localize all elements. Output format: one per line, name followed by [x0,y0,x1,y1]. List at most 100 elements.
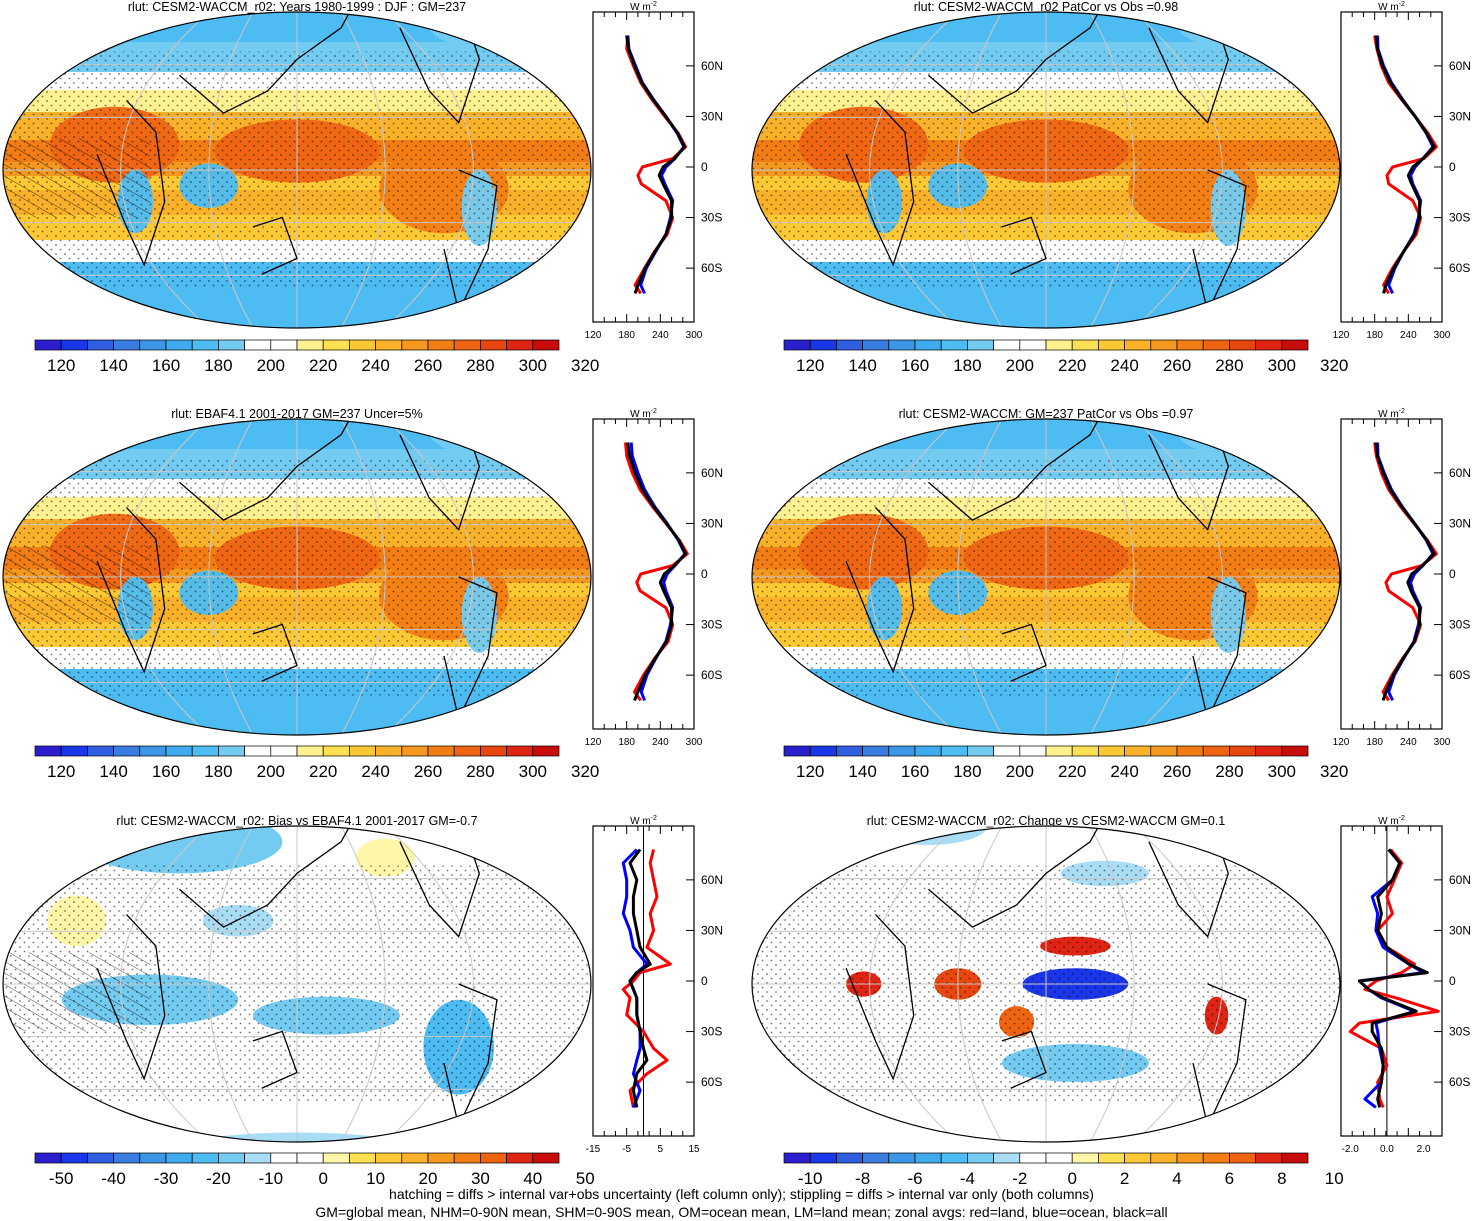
zonal-line-all [626,442,688,701]
zonal-line-all [628,848,652,1108]
zonal-lat-label: 30N [1449,109,1471,123]
colorbar-box [296,339,324,351]
zonal-lat-label: 30N [701,109,723,123]
colorbar-box [532,745,560,757]
colorbar-box [783,339,811,351]
zonal-xtick-label: 240 [652,737,669,748]
zonal-lat-label: 60S [1449,261,1470,275]
colorbar-box [532,1152,560,1164]
colorbar-box [191,1152,219,1164]
zonal-lat-label: 30N [1449,516,1471,530]
colorbar-box [783,745,811,757]
colorbar-box [480,1152,507,1164]
colorbar-tick-label: 160 [152,762,180,781]
zonal-lat-label: 0 [701,974,708,988]
colorbar-tick-label: -30 [154,1169,179,1188]
colorbar-tick-label: 260 [1163,356,1191,375]
colorbar-box [349,1152,376,1164]
coastlines [845,826,1247,1129]
colorbar-box [322,339,350,351]
colorbar-tick-label: 280 [1215,356,1243,375]
colorbar-box [270,1152,298,1164]
colorbar-box [862,339,890,351]
colorbar-box [375,339,403,351]
zonal-lat-label: 60S [701,1075,722,1089]
colorbar-tick-label: 50 [576,1169,595,1188]
zonal-mean-plot: W m-2 60N 30N 0 30S 60S 120 180 240 300 [585,408,723,748]
colorbar-tick-label: 140 [848,356,876,375]
map-frame [2,418,592,736]
colorbar-box [34,1152,62,1164]
colorbar-box [1071,1152,1099,1164]
colorbar-box [1229,1152,1256,1164]
colorbar-box [401,745,429,757]
panel-4: rlut: CESM2-WACCM: GM=237 PatCor vs Obs … [751,407,1471,781]
zonal-unit-label: W m-2 [1378,1,1405,13]
colorbar-box [836,339,863,351]
colorbar-tick-label: 320 [1320,356,1348,375]
colorbar-tick-label: 0 [318,1169,327,1188]
colorbar-box [401,339,429,351]
zonal-lat-label: 60S [1449,1075,1470,1089]
zonal-mean-plot: W m-2 60N 30N 0 30S 60S -15 -5 5 15 [586,815,723,1155]
colorbar-box [967,339,994,351]
colorbar-box [940,1152,968,1164]
colorbar-box [1019,1152,1047,1164]
colorbar-tick-label: 260 [1163,762,1191,781]
zonal-unit-label: W m-2 [1378,408,1405,420]
hatching [3,545,150,625]
colorbar-box [1150,745,1178,757]
colorbar-box [1281,339,1309,351]
colorbar-tick-label: 8 [1277,1169,1286,1188]
colorbar-box [375,1152,403,1164]
colorbar-tick-label: -2 [1012,1169,1027,1188]
colorbar-tick-label: 180 [953,356,981,375]
colorbar-box [113,1152,141,1164]
zonal-frame [1340,825,1443,1137]
colorbar-box [113,745,141,757]
colorbar-box [1176,1152,1204,1164]
zonal-xtick-label: 300 [1434,737,1451,748]
colorbar-tick-label: 320 [1320,762,1348,781]
zonal-lat-label: 30N [701,923,723,937]
panel-3: rlut: EBAF4.1 2001-2017 GM=237 Uncer=5% 1… [2,407,723,781]
colorbar-box [87,339,114,351]
colorbar-box [809,1152,837,1164]
zonal-xtick-label: 120 [585,737,602,748]
colorbar-tick-label: -10 [259,1169,284,1188]
colorbar-box [244,745,272,757]
zonal-xtick-label: 300 [1434,330,1451,341]
zonal-unit-label: W m-2 [1378,815,1405,827]
graticule [3,826,591,1142]
colorbar-tick-label: 40 [523,1169,542,1188]
zonal-xtick-label: 240 [652,330,669,341]
colorbar-box [993,1152,1021,1164]
colorbar-box [888,745,916,757]
panel-2: rlut: CESM2-WACCM_r02 PatCor vs Obs =0.9… [751,0,1471,375]
colorbar-tick-label: 180 [204,762,232,781]
zonal-xtick-label: 2.0 [1417,1144,1431,1155]
graticule [752,826,1340,1142]
graticule [3,419,591,735]
colorbar-tick-label: 20 [419,1169,438,1188]
zonal-lat-label: 60S [701,261,722,275]
zonal-lat-label: 30S [1449,211,1470,225]
colorbar-tick-label: 160 [901,762,929,781]
colorbar-box [940,339,968,351]
colorbar-tick-label: 10 [366,1169,385,1188]
colorbar: -50 -40 -30 -20 -10 0 10 20 30 40 50 [34,1152,595,1188]
colorbar-box [1124,1152,1152,1164]
colorbar-tick-label: 200 [1006,356,1034,375]
colorbar-box [296,745,324,757]
colorbar-box [967,1152,994,1164]
colorbar-tick-label: 0 [1067,1169,1076,1188]
colorbar-box [1229,745,1256,757]
zonal-line-land [1348,848,1440,1108]
colorbar-box [401,1152,429,1164]
zonal-lat-label: 30N [701,516,723,530]
colorbar-tick-label: 240 [361,356,389,375]
map-field [752,12,1340,328]
colorbar-tick-label: 4 [1172,1169,1181,1188]
colorbar-box [218,745,245,757]
colorbar-tick-label: 220 [1058,356,1086,375]
